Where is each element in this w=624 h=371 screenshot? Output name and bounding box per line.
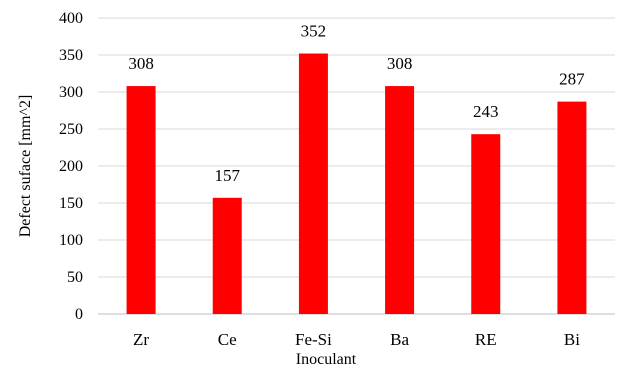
y-tick-label: 400 (59, 10, 83, 27)
data-label: 308 (128, 54, 154, 73)
y-tick-label: 150 (59, 195, 83, 212)
x-category-label: RE (475, 330, 497, 349)
data-label: 157 (215, 166, 241, 185)
y-axis-title: Defect suface [mm^2] (17, 95, 34, 238)
y-tick-label: 50 (67, 269, 83, 286)
gridlines (98, 17, 615, 315)
bar-bi (557, 101, 587, 315)
data-label: 352 (301, 22, 327, 41)
x-category-label: Zr (133, 330, 149, 349)
x-category-label: Ce (218, 330, 237, 349)
data-label: 243 (473, 102, 499, 121)
data-label: 287 (559, 70, 585, 89)
data-label: 308 (387, 54, 413, 73)
x-axis-categories: Zr Ce Fe-Si Ba RE Bi (133, 330, 580, 349)
y-axis-ticks: 0 50 100 150 200 250 300 350 400 (59, 10, 83, 323)
x-category-label: Bi (564, 330, 580, 349)
y-tick-label: 0 (75, 306, 83, 323)
data-labels: 308 157 352 308 243 287 (128, 22, 585, 185)
y-tick-label: 200 (59, 158, 83, 175)
bar-fe-si (298, 53, 328, 315)
x-category-label: Fe-Si (295, 330, 332, 349)
bar-re (471, 134, 501, 314)
bar-zr (126, 86, 156, 314)
y-tick-label: 100 (59, 232, 83, 249)
bars (126, 53, 587, 315)
y-tick-label: 250 (59, 121, 83, 138)
bar-ba (385, 86, 415, 314)
y-tick-label: 300 (59, 84, 83, 101)
x-category-label: Ba (390, 330, 409, 349)
y-tick-label: 350 (59, 47, 83, 64)
bar-ce (212, 197, 242, 314)
x-axis-title: Inoculant (296, 351, 357, 368)
